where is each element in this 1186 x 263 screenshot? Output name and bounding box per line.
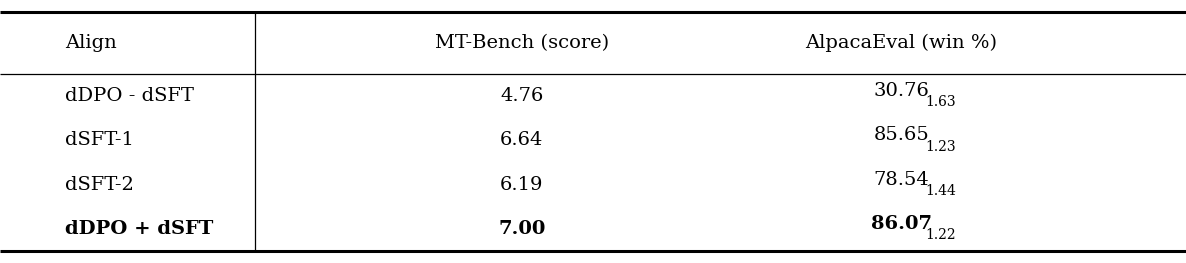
Text: dDPO + dSFT: dDPO + dSFT bbox=[65, 220, 213, 238]
Text: 1.44: 1.44 bbox=[925, 184, 957, 198]
Text: 78.54: 78.54 bbox=[873, 171, 930, 189]
Text: 30.76: 30.76 bbox=[873, 82, 930, 100]
Text: Align: Align bbox=[65, 34, 117, 52]
Text: dSFT-1: dSFT-1 bbox=[65, 131, 134, 149]
Text: 1.23: 1.23 bbox=[925, 140, 956, 154]
Text: 1.22: 1.22 bbox=[925, 229, 956, 242]
Text: 86.07: 86.07 bbox=[871, 215, 932, 233]
Text: 85.65: 85.65 bbox=[873, 126, 930, 144]
Text: dDPO - dSFT: dDPO - dSFT bbox=[65, 87, 195, 105]
Text: MT-Bench (score): MT-Bench (score) bbox=[435, 34, 608, 52]
Text: AlpacaEval (win %): AlpacaEval (win %) bbox=[805, 34, 997, 52]
Text: 7.00: 7.00 bbox=[498, 220, 546, 238]
Text: 4.76: 4.76 bbox=[500, 87, 543, 105]
Text: 6.19: 6.19 bbox=[500, 176, 543, 194]
Text: dSFT-2: dSFT-2 bbox=[65, 176, 134, 194]
Text: 6.64: 6.64 bbox=[500, 131, 543, 149]
Text: 1.63: 1.63 bbox=[925, 95, 956, 109]
